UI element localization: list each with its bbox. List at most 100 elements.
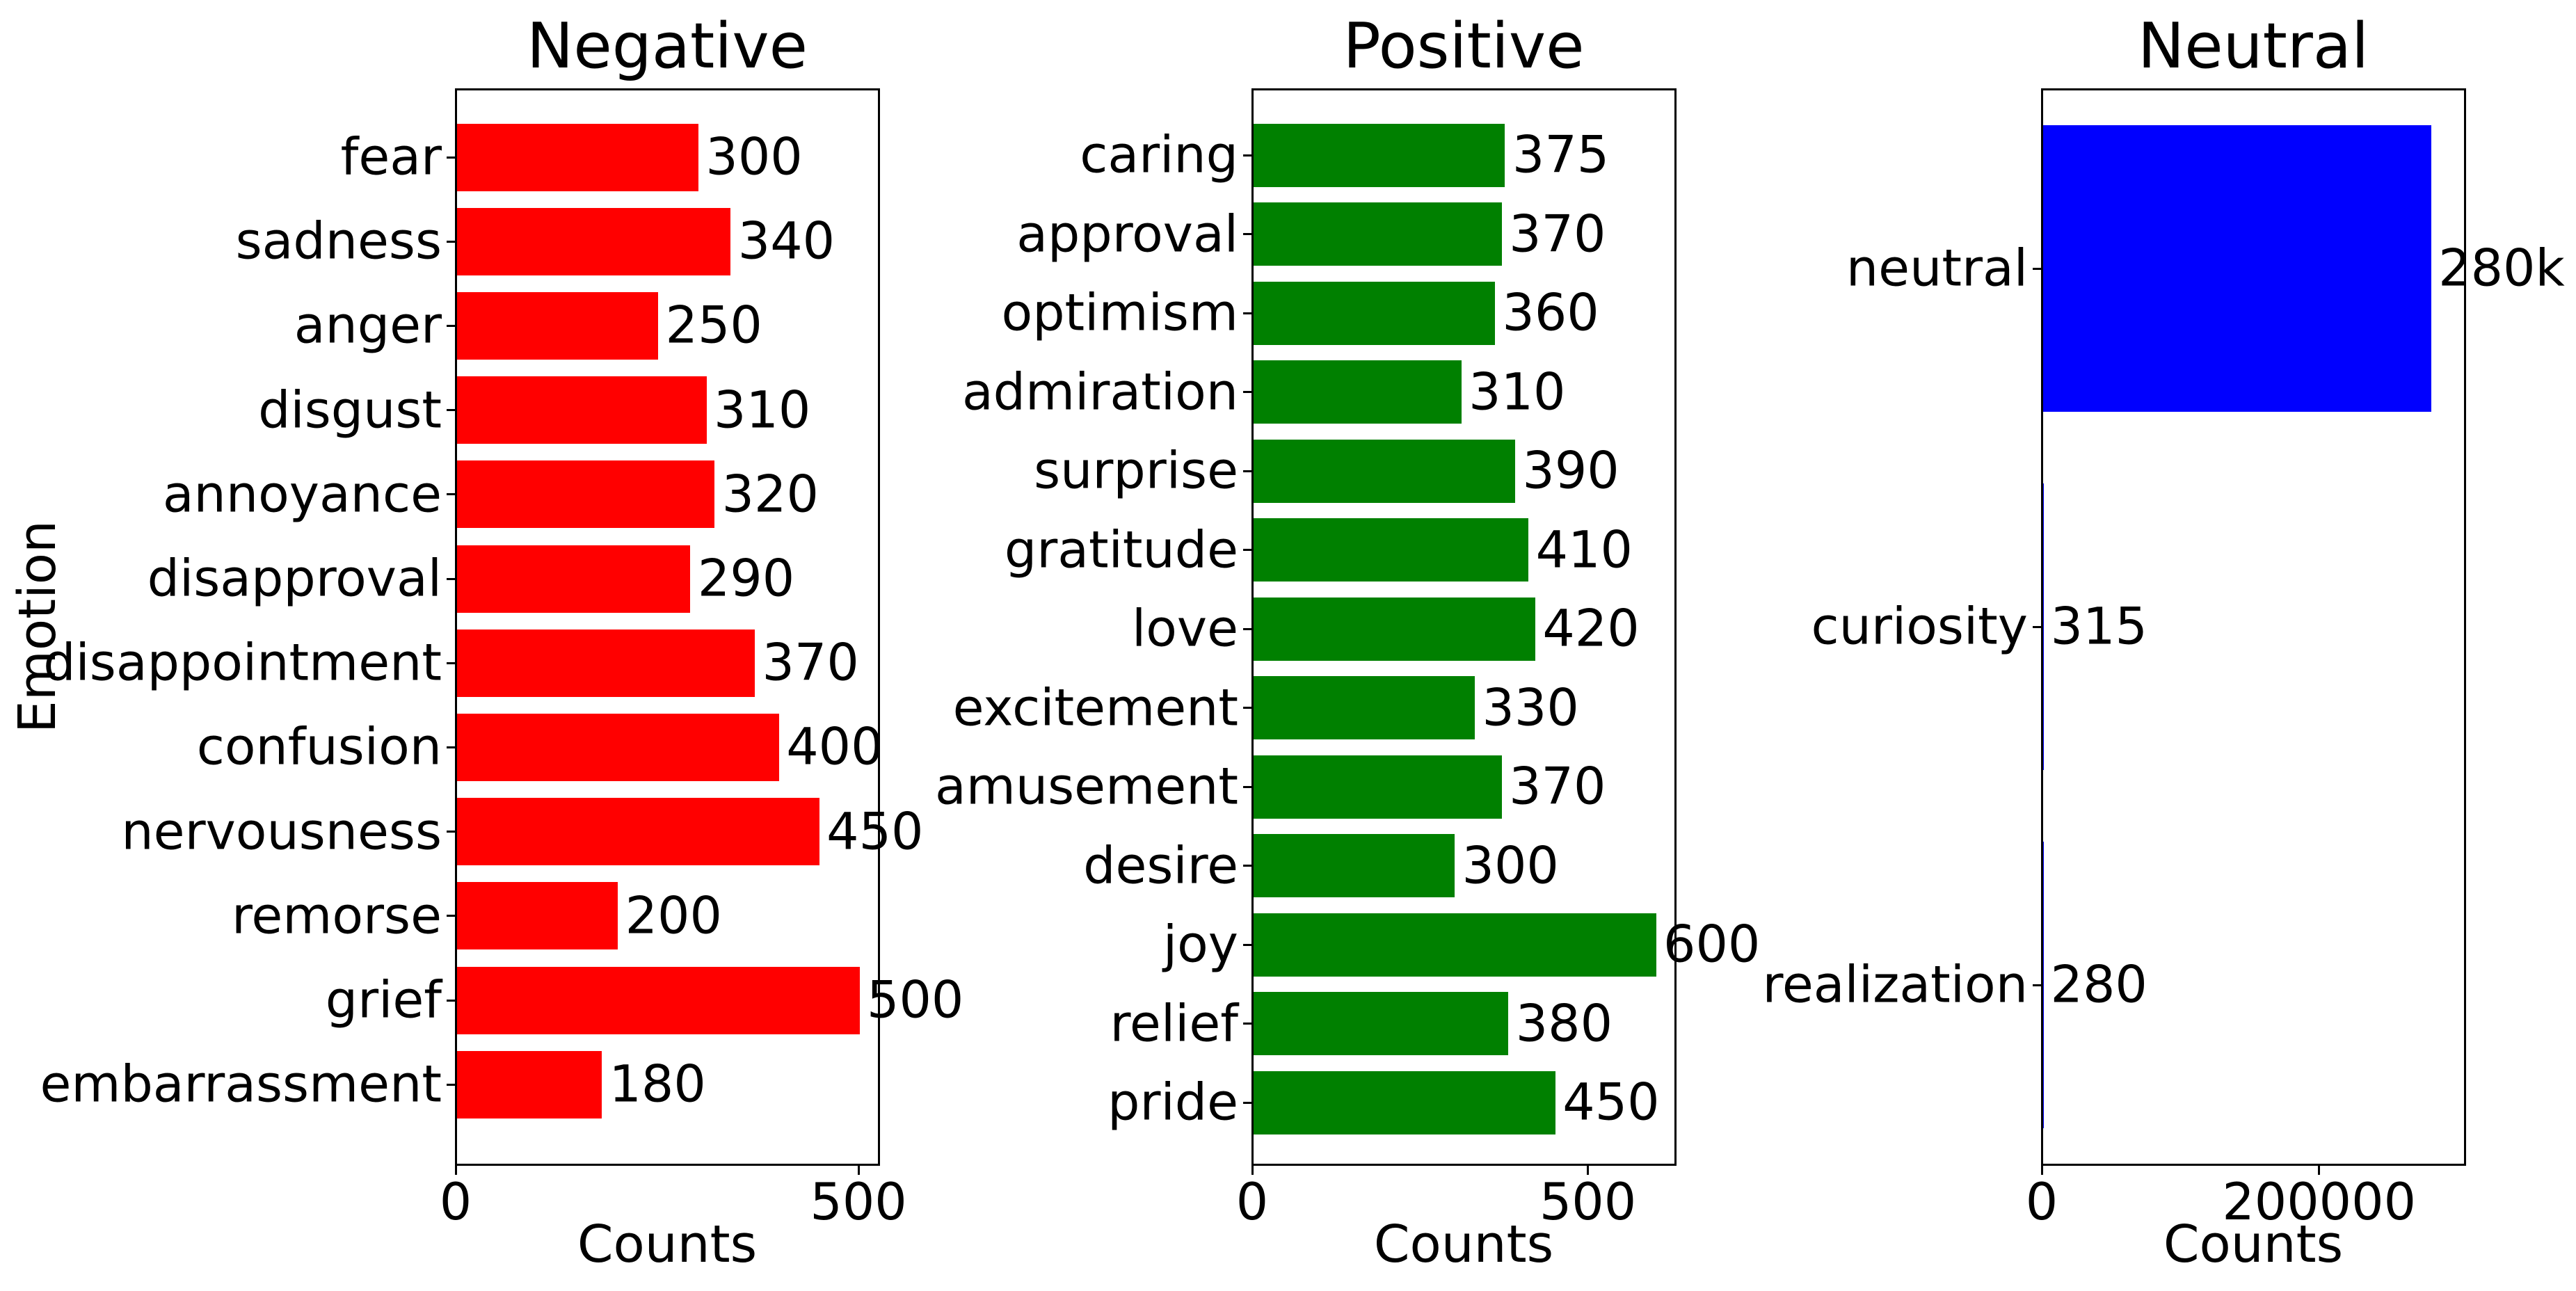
value-label-anger: 250 bbox=[665, 296, 762, 355]
x-tick-label: 500 bbox=[810, 1173, 907, 1232]
category-label-pride: pride bbox=[1107, 1073, 1238, 1132]
bar-love bbox=[1253, 597, 1535, 661]
bar-excitement bbox=[1253, 676, 1475, 739]
bar-confusion bbox=[456, 713, 779, 781]
x-tick-label: 500 bbox=[1539, 1173, 1637, 1232]
y-tick-mark bbox=[1243, 470, 1252, 472]
bar-fear bbox=[456, 123, 698, 191]
category-label-annoyance: annoyance bbox=[162, 465, 442, 524]
bar-admiration bbox=[1253, 360, 1462, 424]
x-tick-label: 200000 bbox=[2222, 1173, 2417, 1232]
bar-curiosity bbox=[2042, 483, 2044, 770]
y-tick-mark bbox=[447, 661, 456, 664]
y-tick-mark bbox=[447, 831, 456, 833]
y-tick-mark bbox=[1243, 1101, 1252, 1104]
value-label-confusion: 400 bbox=[786, 717, 883, 777]
category-label-gratitude: gratitude bbox=[1004, 520, 1238, 579]
bar-disappointment bbox=[456, 629, 755, 697]
value-label-surprise: 390 bbox=[1522, 441, 1619, 501]
category-label-sadness: sadness bbox=[235, 211, 442, 271]
y-tick-mark bbox=[447, 999, 456, 1002]
category-label-caring: caring bbox=[1080, 125, 1238, 185]
value-label-disgust: 310 bbox=[714, 380, 811, 440]
bar-remorse bbox=[456, 882, 618, 950]
bar-anger bbox=[456, 291, 659, 360]
x-tick-label: 0 bbox=[1235, 1173, 1269, 1232]
y-tick-mark bbox=[1243, 549, 1252, 551]
y-tick-mark bbox=[2033, 267, 2042, 270]
value-label-annoyance: 320 bbox=[721, 465, 819, 524]
value-label-sadness: 340 bbox=[737, 211, 835, 271]
y-tick-mark bbox=[1243, 707, 1252, 709]
bar-approval bbox=[1253, 202, 1502, 266]
value-label-remorse: 200 bbox=[625, 886, 722, 946]
value-label-admiration: 310 bbox=[1469, 362, 1566, 422]
value-label-pride: 450 bbox=[1562, 1073, 1660, 1132]
category-label-love: love bbox=[1131, 599, 1238, 659]
y-tick-mark bbox=[1243, 943, 1252, 946]
value-label-optimism: 360 bbox=[1502, 283, 1599, 343]
category-label-nervousness: nervousness bbox=[121, 802, 442, 862]
category-label-neutral: neutral bbox=[1846, 239, 2028, 298]
bar-annoyance bbox=[456, 460, 715, 529]
x-axis-label-positive: Counts bbox=[1373, 1214, 1554, 1274]
bar-disgust bbox=[456, 376, 707, 444]
bar-caring bbox=[1253, 123, 1505, 187]
bar-desire bbox=[1253, 834, 1455, 897]
y-tick-mark bbox=[447, 409, 456, 412]
bar-disapproval bbox=[456, 545, 691, 613]
value-label-embarrassment: 180 bbox=[609, 1055, 706, 1114]
value-label-neutral: 280k bbox=[2438, 239, 2565, 298]
bar-grief bbox=[456, 966, 860, 1034]
bar-surprise bbox=[1253, 439, 1515, 503]
category-label-admiration: admiration bbox=[961, 362, 1238, 422]
value-label-gratitude: 410 bbox=[1535, 520, 1633, 579]
category-label-joy: joy bbox=[1162, 915, 1238, 975]
category-label-excitement: excitement bbox=[952, 678, 1238, 737]
category-label-approval: approval bbox=[1016, 205, 1238, 264]
value-label-desire: 300 bbox=[1462, 836, 1559, 895]
y-tick-mark bbox=[447, 915, 456, 917]
bar-embarrassment bbox=[456, 1050, 602, 1118]
y-tick-mark bbox=[1243, 154, 1252, 157]
bar-pride bbox=[1253, 1071, 1555, 1134]
y-tick-mark bbox=[447, 156, 456, 159]
x-tick-label: 0 bbox=[2025, 1173, 2058, 1232]
value-label-realization: 280 bbox=[2050, 955, 2147, 1015]
x-tick-label: 0 bbox=[439, 1173, 472, 1232]
category-label-disgust: disgust bbox=[258, 380, 442, 440]
value-label-joy: 600 bbox=[1663, 915, 1761, 975]
y-tick-mark bbox=[2033, 984, 2042, 986]
category-label-anger: anger bbox=[294, 296, 442, 355]
bar-relief bbox=[1253, 992, 1509, 1055]
y-tick-mark bbox=[1243, 1023, 1252, 1025]
value-label-relief: 380 bbox=[1515, 994, 1613, 1053]
bar-amusement bbox=[1253, 755, 1502, 819]
chart-title-negative: Negative bbox=[527, 10, 808, 83]
bar-nervousness bbox=[456, 798, 819, 866]
x-axis-label-neutral: Counts bbox=[2163, 1214, 2344, 1274]
category-label-confusion: confusion bbox=[196, 717, 442, 777]
bar-neutral bbox=[2042, 125, 2431, 412]
category-label-curiosity: curiosity bbox=[1811, 597, 2029, 657]
category-label-realization: realization bbox=[1762, 955, 2028, 1015]
x-tick-mark bbox=[454, 1165, 457, 1175]
x-tick-mark bbox=[2040, 1165, 2043, 1175]
bar-realization bbox=[2042, 842, 2044, 1128]
x-tick-mark bbox=[1587, 1165, 1590, 1175]
x-tick-mark bbox=[857, 1165, 860, 1175]
y-axis-label-emotion: Emotion bbox=[8, 520, 67, 733]
x-tick-mark bbox=[1251, 1165, 1254, 1175]
y-tick-mark bbox=[1243, 312, 1252, 314]
value-label-amusement: 370 bbox=[1509, 757, 1606, 817]
y-tick-mark bbox=[447, 577, 456, 580]
value-label-caring: 375 bbox=[1512, 125, 1610, 185]
value-label-curiosity: 315 bbox=[2050, 597, 2147, 657]
y-tick-mark bbox=[1243, 627, 1252, 630]
category-label-grief: grief bbox=[325, 970, 442, 1030]
x-axis-label-negative: Counts bbox=[577, 1214, 758, 1274]
category-label-amusement: amusement bbox=[935, 757, 1238, 817]
category-label-disapproval: disapproval bbox=[147, 549, 442, 609]
category-label-relief: relief bbox=[1110, 994, 1239, 1053]
